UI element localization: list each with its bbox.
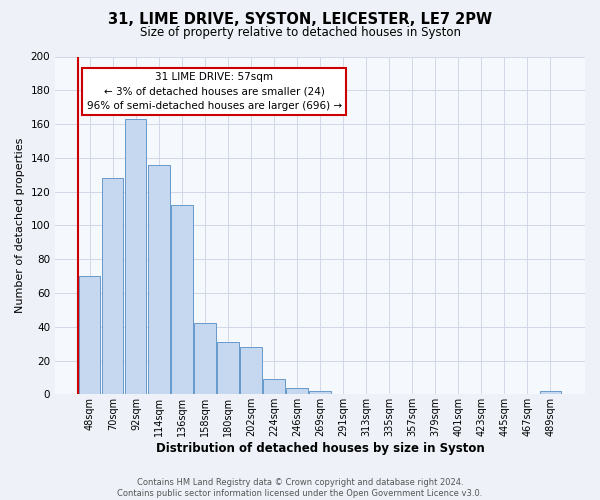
Bar bbox=[217, 342, 239, 394]
Bar bbox=[540, 391, 561, 394]
Bar bbox=[241, 347, 262, 395]
Bar bbox=[79, 276, 100, 394]
Bar bbox=[125, 119, 146, 394]
Text: Size of property relative to detached houses in Syston: Size of property relative to detached ho… bbox=[139, 26, 461, 39]
Text: 31 LIME DRIVE: 57sqm
← 3% of detached houses are smaller (24)
96% of semi-detach: 31 LIME DRIVE: 57sqm ← 3% of detached ho… bbox=[86, 72, 341, 110]
Text: Contains HM Land Registry data © Crown copyright and database right 2024.
Contai: Contains HM Land Registry data © Crown c… bbox=[118, 478, 482, 498]
Bar bbox=[148, 164, 170, 394]
Bar bbox=[310, 391, 331, 394]
Bar bbox=[194, 324, 215, 394]
Bar bbox=[172, 205, 193, 394]
Text: 31, LIME DRIVE, SYSTON, LEICESTER, LE7 2PW: 31, LIME DRIVE, SYSTON, LEICESTER, LE7 2… bbox=[108, 12, 492, 28]
Bar bbox=[102, 178, 124, 394]
Bar bbox=[286, 388, 308, 394]
X-axis label: Distribution of detached houses by size in Syston: Distribution of detached houses by size … bbox=[156, 442, 484, 455]
Y-axis label: Number of detached properties: Number of detached properties bbox=[15, 138, 25, 313]
Bar bbox=[263, 379, 284, 394]
